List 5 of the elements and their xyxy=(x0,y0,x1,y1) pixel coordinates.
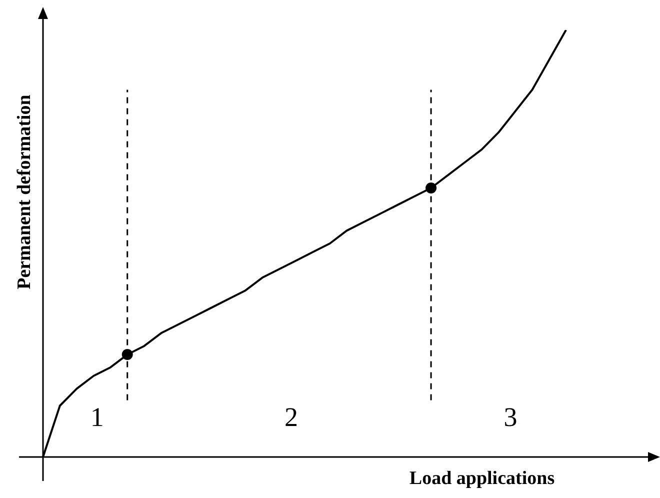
annotation: 3 xyxy=(504,402,518,432)
annotation: 1 xyxy=(90,402,104,432)
x-axis-title: Load applications xyxy=(409,468,555,489)
y-axis-title: Permanent deformation xyxy=(14,94,35,290)
annotation: 2 xyxy=(284,402,298,432)
